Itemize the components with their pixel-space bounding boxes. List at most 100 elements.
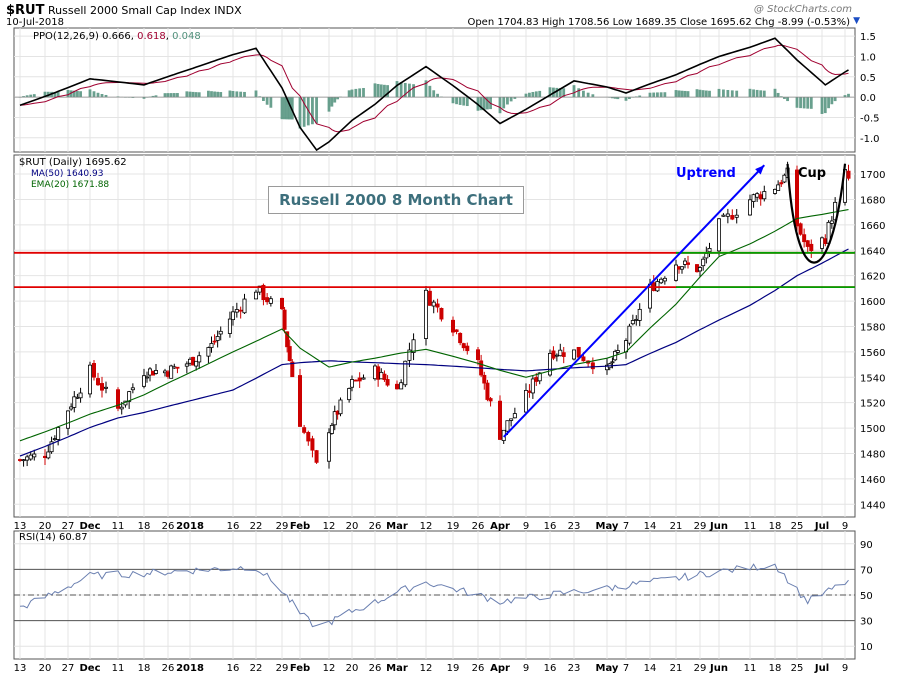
candle-body <box>423 289 428 339</box>
candle-body <box>524 390 529 413</box>
rsi-tick-label: 30 <box>860 617 873 628</box>
x-tick-label: 20 <box>346 521 359 532</box>
ppo-histogram-bar <box>806 97 810 109</box>
ppo-histogram-bar <box>25 95 29 98</box>
candle-body <box>104 386 109 389</box>
ppo-histogram-bar <box>56 91 60 98</box>
candle-body <box>326 432 331 462</box>
x-tick-label: Feb <box>290 663 310 673</box>
x-tick-label: 9 <box>842 521 848 532</box>
uptrend-arrowhead-icon <box>755 165 765 175</box>
x-tick-label: 26 <box>162 663 175 673</box>
candle-body <box>78 392 83 399</box>
x-tick-label: Mar <box>386 663 408 673</box>
x-tick-label: 9 <box>523 663 529 673</box>
price-label: $RUT (Daily) 1695.62 <box>19 157 127 168</box>
candle-body <box>194 360 199 367</box>
x-tick-label: 12 <box>323 521 336 532</box>
rsi-legend: RSI(14) 60.87 <box>19 532 88 543</box>
price-tick-label: 1520 <box>860 399 885 410</box>
candle-body <box>165 371 170 377</box>
ppo-histogram-bar <box>66 89 70 98</box>
ppo-label: PPO(12,26,9) <box>33 31 99 42</box>
ppo-histogram-bar <box>399 82 403 98</box>
candle-body <box>458 332 463 344</box>
candle-body <box>372 365 377 380</box>
candle-body <box>762 191 767 200</box>
x-tick-label: 21 <box>670 663 683 673</box>
ppo-histogram-bar <box>395 81 399 98</box>
candle-body <box>403 360 408 386</box>
candle-body <box>779 182 784 185</box>
ppo-histogram-bar <box>698 89 702 98</box>
ppo-histogram-bar <box>506 97 509 105</box>
candle-body <box>537 372 542 382</box>
cup-label: Cup <box>798 166 827 181</box>
candle-body <box>332 411 337 426</box>
ppo-histogram-bar <box>327 97 331 112</box>
ppo-histogram-bar <box>465 97 469 107</box>
ppo-histogram-bar <box>509 97 513 102</box>
candle-body <box>310 438 315 451</box>
ppo-histogram-bar <box>213 91 216 98</box>
candle-body <box>17 459 22 461</box>
symbol: $RUT <box>6 3 45 18</box>
ppo-histogram-bar <box>843 95 847 98</box>
x-tick-label: 18 <box>769 663 782 673</box>
x-tick-label: 14 <box>644 521 657 532</box>
ppo-histogram-bar <box>254 90 258 98</box>
ppo-histogram-bar <box>659 92 663 98</box>
x-tick-label: 16 <box>227 663 240 673</box>
candle-body <box>707 248 712 253</box>
candle-body <box>751 194 756 202</box>
ppo-histogram-bar <box>783 97 786 99</box>
candle-body <box>66 410 71 429</box>
ppo-histogram-bar <box>652 92 656 98</box>
uptrend-label: Uptrend <box>676 166 736 181</box>
x-tick-label: 16 <box>227 521 240 532</box>
ppo-histogram-bar <box>290 97 294 120</box>
ppo-histogram-bar <box>100 93 104 98</box>
ppo-histogram-bar <box>336 97 340 100</box>
candle-body <box>439 308 444 320</box>
ma50-legend: MA(50) 1640.93 <box>31 169 104 179</box>
x-tick-label: 16 <box>544 521 557 532</box>
x-tick-label: 12 <box>323 663 336 673</box>
ppo-histogram-bar <box>350 89 354 98</box>
ppo-histogram-bar <box>219 92 223 98</box>
candle-body <box>461 343 466 349</box>
x-tick-label: Mar <box>386 521 408 532</box>
ppo-histogram-bar <box>216 91 220 98</box>
ppo-histogram-bar <box>722 89 725 98</box>
ppo-histogram-bar <box>802 97 806 109</box>
x-tick-label: 22 <box>250 663 263 673</box>
candle-body <box>572 349 577 360</box>
ppo-histogram-bar <box>191 91 195 98</box>
ppo-histogram-bar <box>403 82 407 98</box>
ppo-histogram-bar <box>538 90 542 98</box>
x-tick-label: 18 <box>769 521 782 532</box>
candle-body <box>253 291 258 300</box>
candle-body <box>46 451 51 459</box>
ppo-histogram-bar <box>280 97 284 120</box>
ppo-histogram-bar <box>239 91 243 98</box>
candle-body <box>748 199 753 216</box>
candle-body <box>314 450 319 463</box>
ppo-histogram-bar <box>674 90 678 98</box>
candle-body <box>721 214 726 217</box>
candle-body <box>127 391 132 402</box>
ppo-histogram-bar <box>773 88 777 98</box>
ppo-histogram-bar <box>243 91 246 98</box>
ppo-histogram-bar <box>373 83 377 98</box>
ppo-histogram-bar <box>288 97 292 120</box>
rsi-tick-label: 10 <box>860 642 873 653</box>
candle-body <box>212 340 217 343</box>
candle-body <box>230 311 235 321</box>
price-tick-label: 1640 <box>860 246 885 257</box>
candle-body <box>141 375 146 387</box>
x-tick-label: Apr <box>490 521 510 532</box>
ppo-histogram-bar <box>686 91 690 98</box>
candle-body <box>450 319 455 333</box>
ppo-histogram-bar <box>315 97 318 124</box>
x-tick-label: 27 <box>62 663 75 673</box>
